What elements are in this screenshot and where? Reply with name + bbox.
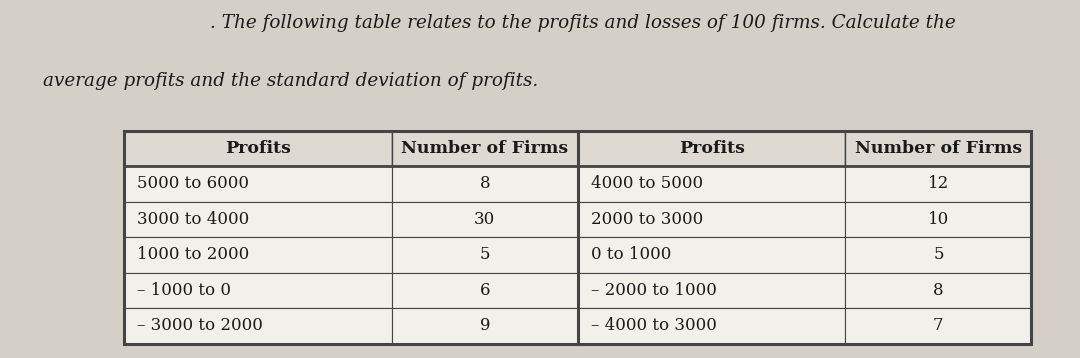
Text: 5: 5 bbox=[480, 246, 490, 263]
Text: 0 to 1000: 0 to 1000 bbox=[591, 246, 671, 263]
Text: – 2000 to 1000: – 2000 to 1000 bbox=[591, 282, 717, 299]
Text: . The following table relates to the profits and losses of 100 firms. Calculate : . The following table relates to the pro… bbox=[211, 14, 956, 32]
Text: 10: 10 bbox=[928, 211, 949, 228]
Text: – 4000 to 3000: – 4000 to 3000 bbox=[591, 318, 717, 334]
Text: 2000 to 3000: 2000 to 3000 bbox=[591, 211, 703, 228]
Text: 3000 to 4000: 3000 to 4000 bbox=[137, 211, 249, 228]
Text: average profits and the standard deviation of profits.: average profits and the standard deviati… bbox=[43, 72, 539, 90]
Text: 12: 12 bbox=[928, 175, 949, 192]
Text: 5: 5 bbox=[933, 246, 944, 263]
Text: Profits: Profits bbox=[678, 140, 744, 157]
Text: 8: 8 bbox=[933, 282, 944, 299]
Text: 9: 9 bbox=[480, 318, 490, 334]
Text: 5000 to 6000: 5000 to 6000 bbox=[137, 175, 249, 192]
Text: – 1000 to 0: – 1000 to 0 bbox=[137, 282, 231, 299]
Text: 30: 30 bbox=[474, 211, 496, 228]
Text: 8: 8 bbox=[480, 175, 490, 192]
Text: 7: 7 bbox=[933, 318, 944, 334]
Text: Number of Firms: Number of Firms bbox=[855, 140, 1022, 157]
Text: 6: 6 bbox=[480, 282, 490, 299]
Text: Number of Firms: Number of Firms bbox=[402, 140, 568, 157]
Text: 4000 to 5000: 4000 to 5000 bbox=[591, 175, 703, 192]
Text: Profits: Profits bbox=[225, 140, 291, 157]
Text: – 3000 to 2000: – 3000 to 2000 bbox=[137, 318, 264, 334]
Text: 1000 to 2000: 1000 to 2000 bbox=[137, 246, 249, 263]
